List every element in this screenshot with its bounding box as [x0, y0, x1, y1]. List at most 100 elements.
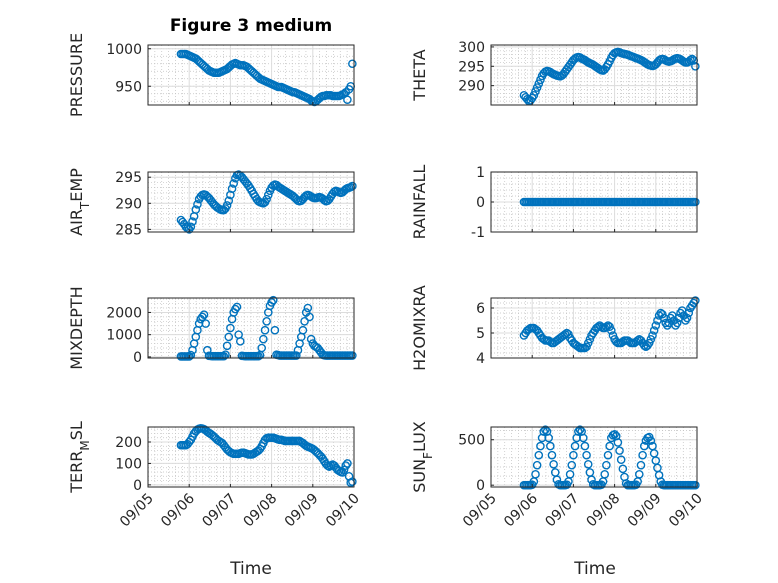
- data-point: [531, 87, 540, 96]
- data-point: [259, 334, 268, 344]
- data-point: [532, 83, 542, 92]
- data-point: [544, 433, 553, 443]
- data-point: [186, 222, 196, 232]
- data-point: [348, 59, 357, 69]
- subplot-terr-msl: 0 100 200 09/05 09/06 09/07 09/08 09/09 09/10 TER…: [67, 421, 363, 530]
- data-point: [618, 464, 628, 474]
- subplot-h2omixra: 4 5 6 H2OMIXRA: [410, 285, 700, 371]
- y-tick-label: 500: [458, 433, 485, 449]
- x-tick-label: 09/05: [460, 491, 500, 531]
- y-axis-label: MIXDEPTH: [67, 286, 86, 369]
- y-axis-label: RAINFALL: [410, 165, 429, 240]
- y-tick-label: 950: [115, 79, 142, 95]
- y-tick-label: 0: [476, 195, 485, 211]
- data-point: [341, 461, 351, 470]
- data-point: [547, 450, 557, 460]
- x-axis-label-right: Time: [573, 559, 616, 579]
- y-tick-label: -1: [471, 225, 485, 241]
- subplot-theta: 290 295 300 THETA: [410, 40, 700, 106]
- axes-frame: [490, 44, 698, 106]
- data-point: [226, 323, 235, 333]
- subplot-sun-flux: 0 500 09/05 09/06 09/07 09/08 09/09 09/10 SUNFLU…: [410, 421, 706, 530]
- subplot-air-temp: 285 290 295 AIRTEMP: [67, 168, 357, 238]
- data-point: [254, 351, 263, 361]
- y-axis-label: AIRTEMP: [67, 168, 92, 236]
- x-tick-label: 09/09: [625, 491, 665, 531]
- data-point: [546, 441, 555, 451]
- data-point: [536, 441, 545, 451]
- data-point: [186, 350, 196, 360]
- data-point: [686, 55, 695, 65]
- subplot-mixdepth: 0 1000 2000 MIXDEPTH: [67, 286, 357, 370]
- data-point: [232, 302, 242, 312]
- x-tick-label: 09/08: [584, 491, 624, 531]
- y-axis-label: SUNFLUX: [410, 421, 435, 493]
- data-point: [303, 303, 313, 313]
- data-point: [536, 75, 545, 85]
- figure-title: Figure 3 medium: [170, 16, 332, 36]
- y-tick-label: 285: [115, 222, 142, 238]
- subplot-rainfall: -1 0 1 RAINFALL: [410, 165, 700, 241]
- data-point: [222, 201, 232, 210]
- data-point: [320, 195, 329, 205]
- y-axis-label: THETA: [410, 49, 429, 101]
- data-point: [262, 194, 271, 204]
- data-point: [298, 325, 308, 335]
- y-tick-label: 0: [476, 478, 485, 494]
- data-point: [672, 318, 682, 328]
- data-point: [603, 450, 613, 460]
- data-point: [616, 455, 626, 465]
- data-point: [687, 54, 697, 64]
- data-point: [549, 459, 558, 469]
- y-axis-label: TERRMSL: [67, 421, 92, 494]
- data-point: [222, 341, 232, 351]
- x-tick-label: 09/10: [666, 491, 706, 531]
- y-tick-label: 1000: [106, 42, 142, 58]
- data-point: [613, 438, 623, 447]
- data-point: [534, 450, 544, 460]
- data-point: [580, 441, 590, 451]
- data-point: [638, 450, 647, 460]
- data-point: [292, 351, 301, 360]
- data-point: [639, 441, 649, 451]
- data-point: [343, 459, 352, 468]
- x-tick-label: 09/07: [542, 491, 582, 531]
- data-point: [270, 325, 280, 335]
- data-point: [199, 310, 209, 319]
- data-point: [260, 325, 270, 335]
- data-point: [348, 477, 357, 486]
- data-point: [191, 205, 201, 214]
- data-point: [646, 436, 656, 445]
- data-point: [633, 336, 642, 345]
- data-point: [635, 469, 644, 479]
- data-point: [198, 312, 207, 322]
- data-point: [339, 465, 349, 475]
- x-tick-label: 09/05: [117, 491, 157, 531]
- y-tick-label: 200: [115, 435, 142, 451]
- data-point: [636, 460, 646, 470]
- y-tick-label: 0: [133, 350, 142, 366]
- y-axis-label: H2OMIXRA: [410, 285, 429, 371]
- x-tick-label: 09/06: [501, 490, 541, 530]
- data-point: [224, 332, 234, 342]
- x-tick-label: 09/08: [241, 491, 281, 531]
- data-point: [193, 200, 202, 209]
- data-point: [605, 441, 614, 451]
- y-axis-label: PRESSURE: [67, 33, 86, 117]
- data-point: [691, 480, 700, 490]
- axes-frame: [147, 426, 355, 488]
- y-tick-label: 0: [133, 478, 142, 494]
- data-point: [607, 326, 616, 335]
- data-point: [574, 427, 583, 436]
- data-point: [231, 304, 240, 314]
- data-point: [691, 296, 700, 305]
- y-tick-label: 6: [476, 301, 485, 317]
- data-point: [188, 217, 197, 226]
- y-tick-label: 290: [115, 196, 142, 212]
- data-point: [600, 469, 610, 479]
- subplot-pressure: 950 1000 PRESSURE: [67, 33, 357, 117]
- data-point: [264, 190, 273, 200]
- data-point: [257, 343, 267, 353]
